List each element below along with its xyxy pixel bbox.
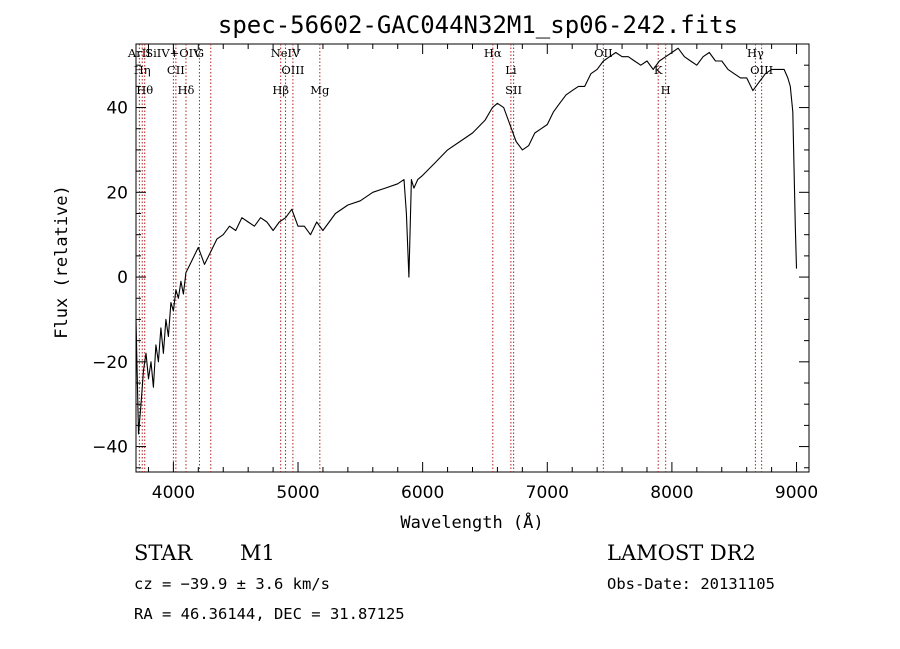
line-mark-label: Hα bbox=[484, 46, 502, 60]
chart-title: spec-56602-GAC044N32M1_sp06-242.fits bbox=[218, 11, 738, 39]
line-mark-label: OIII bbox=[750, 63, 773, 77]
x-tick-label: 8000 bbox=[650, 483, 693, 503]
y-axis-label: Flux (relative) bbox=[52, 185, 72, 339]
line-mark-label: G bbox=[195, 46, 204, 60]
x-axis-label: Wavelength (Å) bbox=[400, 511, 543, 533]
plot-frame bbox=[135, 43, 810, 473]
x-tick-label: 6000 bbox=[401, 483, 444, 503]
line-mark-label: Hη bbox=[134, 63, 151, 77]
y-tick-label: 40 bbox=[106, 99, 128, 119]
y-tick-label: −40 bbox=[92, 438, 128, 458]
survey-name: LAMOST DR2 bbox=[607, 541, 756, 565]
line-mark-label: Hβ bbox=[272, 83, 289, 97]
line-mark-label: Hδ bbox=[177, 83, 194, 97]
y-tick-label: 20 bbox=[106, 183, 128, 203]
observation-date: Obs-Date: 20131105 bbox=[607, 575, 775, 593]
line-mark-label: SII bbox=[505, 83, 522, 97]
y-tick-label: −20 bbox=[92, 353, 128, 373]
y-tick-label: 0 bbox=[117, 268, 128, 288]
spectral-line-markers: ArIIHηHθSiIV+OIVCIIHδGHβNeIVOIIIMgHαLiSI… bbox=[127, 44, 773, 472]
line-mark-label: ArII bbox=[127, 46, 151, 60]
x-tick-label: 9000 bbox=[775, 483, 818, 503]
line-mark-label: H bbox=[661, 83, 671, 97]
axis-tick-labels: 4000 5000 6000 7000 8000 9000 −40 −20 0 20 40 bbox=[92, 99, 818, 503]
line-mark-label: Li bbox=[505, 63, 517, 77]
object-subclass: M1 bbox=[240, 541, 275, 565]
spectrum-line bbox=[135, 47, 798, 435]
x-tick-label: 5000 bbox=[276, 483, 319, 503]
x-tick-label: 7000 bbox=[526, 483, 569, 503]
redshift-cz: cz = −39.9 ± 3.6 km/s bbox=[134, 575, 330, 593]
line-mark-label: Mg bbox=[310, 83, 330, 97]
x-tick-label: 4000 bbox=[152, 483, 195, 503]
line-mark-label: OIII bbox=[281, 63, 304, 77]
axis-ticks bbox=[136, 43, 809, 472]
line-mark-label: CII bbox=[167, 63, 185, 77]
spectrum-series bbox=[135, 47, 798, 435]
line-mark-label: Hγ bbox=[747, 46, 764, 60]
object-class: STAR bbox=[134, 541, 193, 565]
ra-dec: RA = 46.36144, DEC = 31.87125 bbox=[134, 605, 405, 623]
line-mark-label: Hθ bbox=[136, 83, 153, 97]
line-mark-label: K bbox=[654, 63, 663, 77]
line-mark-label: OII bbox=[594, 46, 613, 60]
line-mark-label: NeIV bbox=[271, 46, 301, 60]
